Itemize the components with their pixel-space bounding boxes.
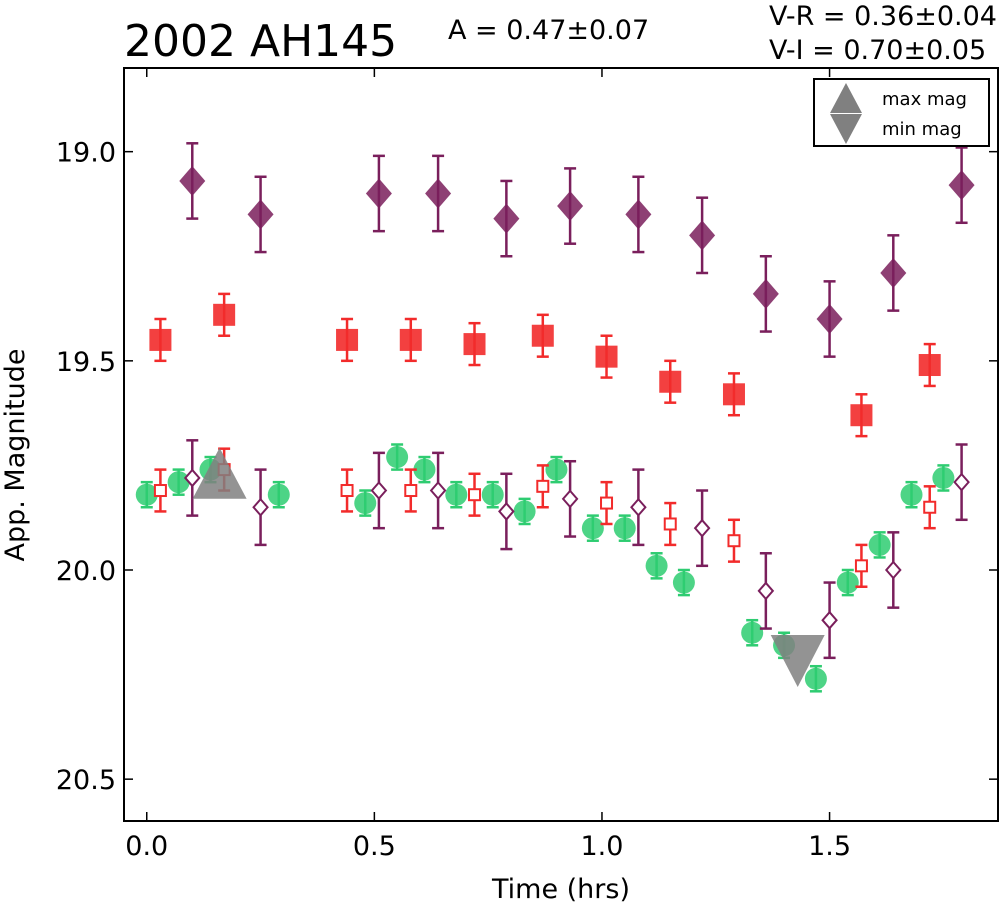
- chart-title: 2002 AH145: [124, 16, 398, 67]
- series-open-square: [153, 447, 937, 588]
- data-point: [741, 621, 764, 644]
- data-point: [267, 483, 290, 506]
- data-point: [923, 500, 937, 514]
- data-point: [561, 489, 579, 509]
- data-point: [663, 517, 677, 531]
- data-point: [948, 170, 975, 201]
- x-tick-label: 1.5: [808, 831, 851, 862]
- max-mag-marker: [192, 447, 247, 499]
- data-point: [918, 354, 941, 377]
- data-point: [613, 517, 636, 540]
- v-r-color-text: V-R = 0.36±0.04: [768, 1, 997, 32]
- data-point: [595, 345, 618, 368]
- data-point: [727, 534, 741, 548]
- data-point: [413, 458, 436, 481]
- data-marks: [135, 142, 975, 693]
- v-i-color-text: V-I = 0.70±0.05: [768, 35, 987, 66]
- data-point: [429, 480, 447, 501]
- data-point: [659, 370, 682, 393]
- data-point: [468, 488, 482, 502]
- data-point: [900, 483, 923, 506]
- data-point: [880, 257, 907, 288]
- data-point: [365, 178, 392, 209]
- data-point: [689, 220, 716, 251]
- data-point: [463, 333, 486, 356]
- data-point: [816, 304, 843, 334]
- y-tick-label: 20.5: [56, 765, 116, 796]
- data-point: [340, 484, 354, 498]
- y-axis-label: App. Magnitude: [0, 349, 31, 562]
- x-tick-label: 1.0: [580, 831, 623, 862]
- data-point: [645, 554, 668, 577]
- data-point: [821, 610, 838, 630]
- data-point: [386, 446, 409, 469]
- data-point: [850, 404, 873, 427]
- data-point: [213, 303, 236, 326]
- data-point: [445, 483, 468, 506]
- data-point: [600, 496, 614, 510]
- y-tick-label: 19.0: [56, 138, 116, 169]
- data-point: [498, 501, 515, 521]
- data-point: [836, 571, 859, 594]
- max-mag-legend-icon: [830, 83, 862, 113]
- plot-frame: [123, 67, 999, 822]
- data-point: [932, 466, 955, 489]
- data-point: [868, 533, 891, 556]
- data-point: [153, 484, 167, 498]
- series-open-diamond: [183, 439, 970, 660]
- data-point: [252, 497, 269, 517]
- x-tick-label: 0.0: [125, 831, 168, 862]
- data-point: [399, 328, 422, 351]
- data-point: [425, 178, 452, 209]
- data-point: [757, 581, 775, 601]
- data-point: [481, 483, 504, 506]
- data-point: [557, 191, 584, 222]
- axes: 0.0 0.5 1.0 1.5 19.0 19.5 20.0 20.5: [56, 68, 998, 862]
- extrema-markers: [192, 447, 825, 688]
- data-point: [183, 468, 201, 488]
- data-point: [149, 328, 172, 351]
- legend: max mag min mag: [813, 78, 990, 147]
- min-mag-marker: [770, 635, 825, 688]
- data-point: [953, 472, 970, 492]
- series-filled-square: [149, 292, 941, 438]
- data-point: [581, 517, 604, 540]
- y-tick-label: 19.5: [56, 347, 116, 378]
- data-point: [179, 165, 206, 196]
- data-point: [493, 203, 520, 234]
- data-point: [630, 497, 647, 517]
- y-tick-label: 20.0: [56, 556, 116, 587]
- data-point: [531, 324, 554, 347]
- data-point: [247, 199, 274, 230]
- x-axis-label: Time (hrs): [491, 874, 630, 904]
- data-point: [625, 199, 652, 230]
- data-point: [693, 518, 711, 538]
- series-filled-diamond: [179, 142, 975, 358]
- data-point: [884, 560, 902, 580]
- data-point: [672, 571, 695, 594]
- data-point: [804, 667, 827, 690]
- data-point: [545, 458, 568, 481]
- amplitude-text: A = 0.47±0.07: [448, 15, 650, 46]
- data-point: [135, 483, 158, 506]
- data-point: [513, 500, 536, 523]
- x-tick-label: 0.5: [353, 831, 396, 862]
- data-point: [167, 471, 190, 494]
- data-point: [536, 479, 550, 493]
- min-mag-legend-icon: [830, 114, 862, 144]
- data-point: [404, 484, 418, 498]
- data-point: [370, 480, 388, 501]
- data-point: [722, 383, 745, 406]
- data-point: [336, 328, 359, 351]
- data-point: [354, 492, 377, 515]
- data-point: [752, 278, 779, 309]
- legend-label-max-mag: max mag: [882, 89, 967, 110]
- legend-label-min-mag: min mag: [882, 119, 962, 140]
- data-point: [854, 559, 868, 573]
- color-index-block: V-R = 0.36±0.04 V-I = 0.70±0.05: [769, 0, 997, 68]
